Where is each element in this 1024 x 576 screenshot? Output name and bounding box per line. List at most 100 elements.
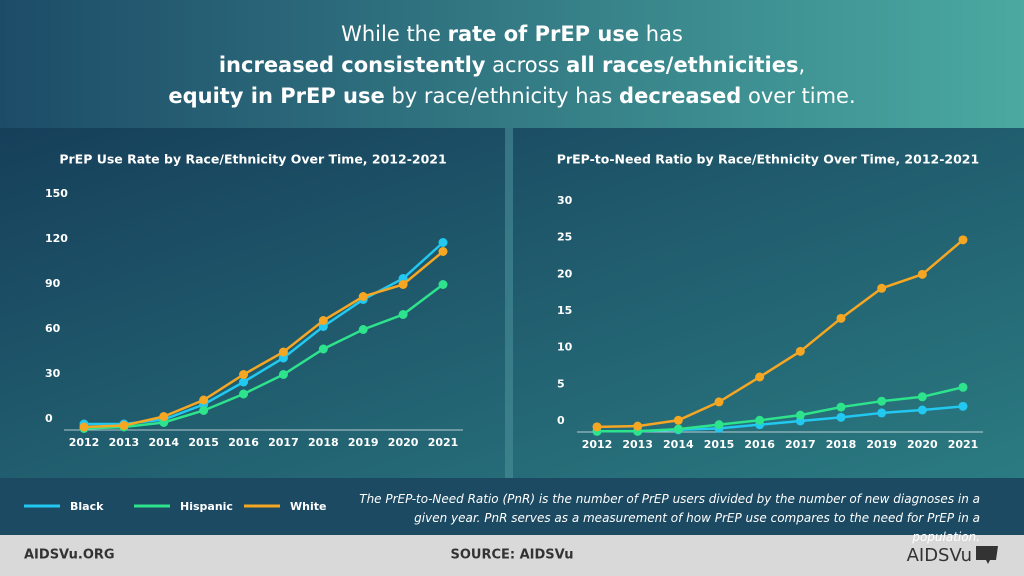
headline-segment: across (486, 53, 567, 77)
data-point (438, 247, 448, 256)
data-point (714, 397, 724, 407)
data-point (795, 410, 805, 420)
data-point (398, 280, 408, 289)
x-tick-label: 2019 (866, 438, 897, 451)
data-point (958, 235, 968, 245)
data-point (795, 346, 805, 356)
x-tick-label: 2017 (268, 436, 299, 449)
data-point (239, 389, 249, 399)
data-point (917, 405, 927, 415)
data-point (318, 344, 328, 354)
data-point (836, 313, 846, 323)
header-band (0, 0, 1024, 128)
x-tick-label: 2018 (308, 436, 339, 449)
y-tick-label: 20 (557, 267, 573, 280)
y-tick-label: 30 (557, 194, 573, 207)
data-point (592, 422, 602, 432)
data-point (438, 280, 448, 289)
logo-icon (976, 546, 998, 564)
x-tick-label: 2021 (948, 438, 979, 451)
data-point (438, 238, 448, 247)
chart-title: PrEP-to-Need Ratio by Race/Ethnicity Ove… (557, 152, 979, 167)
y-tick-label: 60 (45, 322, 61, 335)
x-tick-label: 2015 (188, 436, 219, 449)
x-tick-label: 2015 (704, 438, 735, 451)
legend-label: Black (70, 500, 104, 513)
legend-band (0, 478, 1024, 535)
headline-segment: has (639, 22, 683, 46)
x-tick-label: 2013 (622, 438, 653, 451)
y-tick-label: 150 (45, 187, 68, 200)
series-line (83, 283, 444, 430)
data-point (278, 370, 288, 379)
data-point (239, 377, 249, 387)
data-point (755, 372, 765, 382)
headline-line: While the rate of PrEP use has (341, 22, 683, 46)
headline-segment: increased consistently (219, 53, 486, 77)
x-tick-label: 2014 (663, 438, 694, 451)
y-tick-label: 10 (557, 341, 573, 354)
data-point (877, 396, 887, 406)
legend-label: White (290, 500, 326, 513)
headline-segment: rate of PrEP use (448, 22, 639, 46)
data-point (917, 392, 927, 402)
data-point (836, 402, 846, 412)
series-line (597, 386, 964, 433)
data-point (673, 415, 683, 425)
headline-segment: by race/ethnicity has (385, 84, 619, 108)
x-tick-label: 2020 (907, 438, 938, 451)
y-tick-label: 90 (45, 277, 61, 290)
data-point (958, 401, 968, 411)
headline-segment: equity in PrEP use (168, 84, 384, 108)
data-point (199, 395, 209, 405)
x-tick-label: 2019 (348, 436, 379, 449)
y-tick-label: 0 (45, 412, 53, 425)
y-tick-label: 25 (557, 231, 572, 244)
headline-segment: over time. (741, 84, 855, 108)
y-tick-label: 0 (557, 414, 565, 427)
data-point (877, 408, 887, 418)
data-point (755, 415, 765, 425)
data-point (877, 283, 887, 293)
headline-segment: , (798, 53, 805, 77)
y-tick-label: 15 (557, 304, 572, 317)
data-point (239, 370, 249, 379)
chart-title: PrEP Use Rate by Race/Ethnicity Over Tim… (59, 152, 446, 167)
data-point (159, 412, 169, 421)
data-point (836, 412, 846, 422)
data-point (398, 310, 408, 319)
y-tick-label: 5 (557, 377, 565, 390)
x-tick-label: 2012 (69, 436, 100, 449)
headline-segment: all races/ethnicities (566, 53, 798, 77)
divider (505, 128, 513, 478)
x-tick-label: 2014 (148, 436, 179, 449)
data-point (79, 422, 89, 432)
data-point (714, 420, 724, 430)
data-point (318, 316, 328, 325)
data-point (358, 292, 368, 301)
data-point (633, 421, 643, 431)
y-tick-label: 120 (45, 232, 68, 245)
x-tick-label: 2016 (228, 436, 259, 449)
x-tick-label: 2013 (109, 436, 140, 449)
data-point (199, 406, 209, 415)
data-point (119, 421, 129, 430)
headline-line: equity in PrEP use by race/ethnicity has… (168, 84, 855, 108)
data-point (917, 269, 927, 279)
x-tick-label: 2021 (428, 436, 459, 449)
data-point (673, 424, 683, 434)
x-tick-label: 2017 (785, 438, 816, 451)
data-point (958, 382, 968, 392)
headline-segment: decreased (619, 84, 741, 108)
footer-band (0, 535, 1024, 576)
headline-segment: While the (341, 22, 447, 46)
headline-line: increased consistently across all races/… (219, 53, 805, 77)
footer-left: AIDSVu.ORG (24, 548, 115, 563)
x-tick-label: 2018 (826, 438, 857, 451)
y-tick-label: 30 (45, 367, 61, 380)
note: The PrEP-to-Need Ratio (PnR) is the numb… (359, 492, 980, 544)
x-tick-label: 2012 (582, 438, 613, 451)
footer-source: SOURCE: AIDSVu (450, 548, 573, 563)
